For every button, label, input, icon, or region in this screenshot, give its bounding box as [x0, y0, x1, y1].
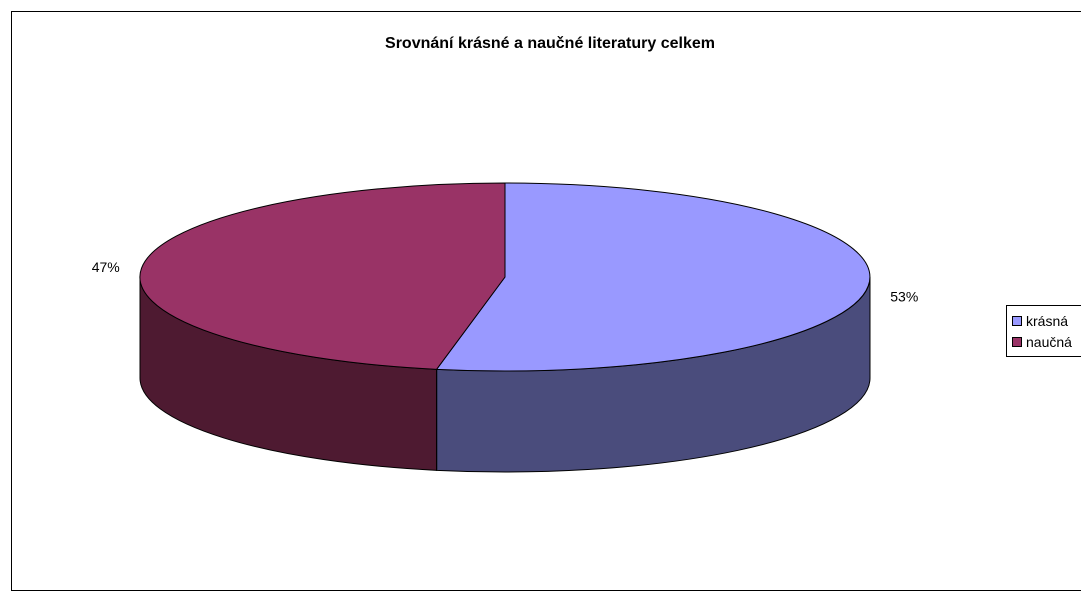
legend: krásná naučná: [1006, 305, 1081, 357]
chart-title: Srovnání krásné a naučné literatury celk…: [385, 35, 715, 52]
legend-item-naucna: naučná: [1012, 333, 1072, 351]
legend-label-naucna: naučná: [1026, 334, 1072, 350]
legend-swatch-krasna: [1012, 316, 1022, 326]
data-label-naucna: 47%: [92, 259, 120, 275]
legend-swatch-naucna: [1012, 337, 1022, 347]
pie-slice-krasna: [435, 182, 871, 372]
pie-tops: [139, 182, 871, 372]
legend-item-krasna: krásná: [1012, 312, 1068, 330]
pie-chart: 53% 47%: [92, 182, 919, 473]
pie-slice-naucna: [139, 182, 506, 370]
legend-label-krasna: krásná: [1026, 313, 1069, 329]
pie-data-labels: 53% 47%: [92, 259, 919, 305]
data-label-krasna: 53%: [890, 289, 918, 305]
